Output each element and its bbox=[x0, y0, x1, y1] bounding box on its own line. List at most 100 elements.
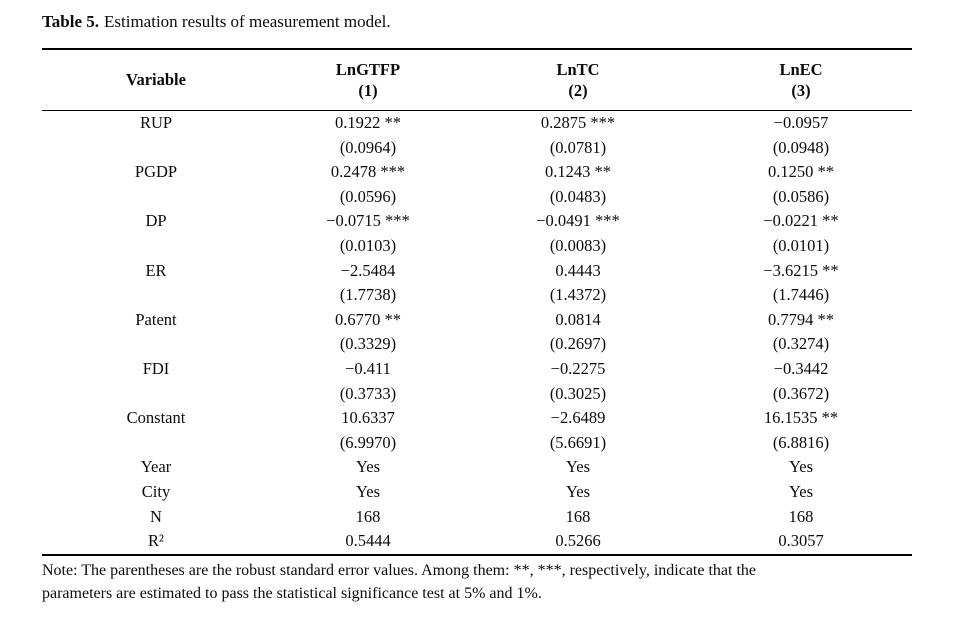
value-cell: 0.0814 bbox=[555, 309, 601, 329]
value-cell: (1.4372) bbox=[549, 285, 607, 305]
table-row: RUP 0.1922 ** 0.2875 *** −0.0957 bbox=[42, 111, 912, 136]
value-cell: Yes bbox=[788, 481, 813, 501]
table-row: FDI −0.411 −0.2275 −0.3442 bbox=[42, 357, 912, 382]
column-header-name: LnEC bbox=[779, 60, 823, 79]
table-note-line1: Note: The parentheses are the robust sta… bbox=[42, 562, 756, 579]
column-header-number: (3) bbox=[791, 81, 811, 100]
column-header-number: (1) bbox=[358, 81, 378, 100]
value-cell: (6.8816) bbox=[772, 432, 830, 452]
variable-cell bbox=[42, 136, 270, 161]
value-cell: (0.0596) bbox=[339, 186, 397, 206]
value-cell: (0.3733) bbox=[339, 383, 397, 403]
variable-cell: N bbox=[150, 506, 162, 526]
value-cell: −2.6489 bbox=[550, 408, 606, 428]
value-cell: 0.1922 ** bbox=[335, 113, 401, 132]
value-cell: 168 bbox=[788, 506, 814, 526]
table-row: PGDP 0.2478 *** 0.1243 ** 0.1250 ** bbox=[42, 160, 912, 185]
variable-cell: Year bbox=[140, 457, 172, 477]
value-cell: −0.3442 bbox=[773, 358, 829, 378]
value-cell: (0.3329) bbox=[339, 334, 397, 354]
value-cell: 16.1535 ** bbox=[763, 408, 839, 428]
variable-cell bbox=[42, 185, 270, 210]
value-cell: 0.7794 ** bbox=[768, 309, 834, 329]
value-cell: −2.5484 bbox=[340, 260, 396, 280]
value-cell: −0.411 bbox=[345, 358, 391, 378]
value-cell: −3.6215 ** bbox=[763, 260, 839, 280]
value-cell: Yes bbox=[788, 457, 813, 477]
value-cell: −0.2275 bbox=[550, 358, 606, 378]
results-table: Variable LnGTFP (1) LnTC (2) LnEC (3) bbox=[42, 48, 912, 556]
variable-cell: R² bbox=[148, 531, 164, 551]
value-cell: 168 bbox=[355, 506, 381, 526]
table-row: (0.0103) (0.0083) (0.0101) bbox=[42, 234, 912, 259]
variable-cell: City bbox=[141, 481, 171, 501]
value-cell: 0.5266 bbox=[555, 531, 601, 551]
table-row: DP −0.0715 *** −0.0491 *** −0.0221 ** bbox=[42, 209, 912, 234]
value-cell: 0.3057 bbox=[778, 531, 824, 551]
value-cell: (5.6691) bbox=[549, 432, 607, 452]
column-header-name: LnGTFP bbox=[335, 60, 401, 79]
table-row: Patent 0.6770 ** 0.0814 0.7794 ** bbox=[42, 308, 912, 333]
value-cell: (0.3274) bbox=[772, 334, 830, 354]
value-cell: 0.4443 bbox=[555, 260, 601, 280]
table-row: R² 0.5444 0.5266 0.3057 bbox=[42, 529, 912, 555]
table-note: Note: The parentheses are the robust sta… bbox=[42, 560, 942, 605]
value-cell: 0.6770 ** bbox=[335, 309, 401, 329]
value-cell: Yes bbox=[565, 457, 590, 477]
column-header-lntc: LnTC (2) bbox=[466, 49, 690, 111]
value-cell: −0.0715 *** bbox=[326, 211, 410, 231]
variable-cell: ER bbox=[145, 260, 167, 280]
value-cell: (0.0101) bbox=[772, 235, 830, 255]
column-header-name: LnTC bbox=[556, 60, 600, 79]
value-cell: (0.3672) bbox=[772, 383, 830, 403]
value-cell: −0.0491 *** bbox=[536, 211, 620, 231]
value-cell: −0.0957 bbox=[773, 113, 829, 132]
column-header-variable: Variable bbox=[42, 49, 270, 111]
variable-cell: Patent bbox=[135, 309, 177, 329]
value-cell: 0.2875 *** bbox=[540, 113, 616, 132]
variable-cell: FDI bbox=[142, 358, 170, 378]
value-cell: 0.2478 *** bbox=[330, 162, 406, 182]
table-row: City Yes Yes Yes bbox=[42, 480, 912, 505]
table-note-line2: parameters are estimated to pass the sta… bbox=[42, 584, 542, 602]
value-cell: (1.7738) bbox=[339, 285, 397, 305]
value-cell: (0.0103) bbox=[339, 235, 397, 255]
table-caption-label: Table 5. bbox=[42, 12, 100, 31]
value-cell: Yes bbox=[565, 481, 590, 501]
column-header-lngtfp: LnGTFP (1) bbox=[270, 49, 466, 111]
header-row: Variable LnGTFP (1) LnTC (2) LnEC (3) bbox=[42, 49, 912, 111]
table-body: RUP 0.1922 ** 0.2875 *** −0.0957 (0.0964… bbox=[42, 111, 912, 555]
table-row: (0.0596) (0.0483) (0.0586) bbox=[42, 185, 912, 210]
value-cell: Yes bbox=[355, 481, 380, 501]
value-cell: (0.0483) bbox=[549, 186, 607, 206]
value-cell: (0.0964) bbox=[339, 137, 397, 157]
value-cell: (0.0781) bbox=[549, 137, 607, 157]
value-cell: 168 bbox=[565, 506, 591, 526]
table-caption-text: Estimation results of measurement model. bbox=[104, 12, 391, 31]
table-row: Year Yes Yes Yes bbox=[42, 455, 912, 480]
column-header-lnec: LnEC (3) bbox=[690, 49, 912, 111]
table-row: (0.0964) (0.0781) (0.0948) bbox=[42, 136, 912, 161]
table-row: ER −2.5484 0.4443 −3.6215 ** bbox=[42, 259, 912, 284]
variable-cell bbox=[42, 283, 270, 308]
value-cell: 10.6337 bbox=[341, 408, 395, 428]
column-header-number: (2) bbox=[568, 81, 588, 100]
value-cell: Yes bbox=[355, 457, 380, 477]
variable-cell bbox=[42, 332, 270, 357]
value-cell: −0.0221 ** bbox=[763, 211, 839, 231]
table-row: (6.9970) (5.6691) (6.8816) bbox=[42, 431, 912, 456]
value-cell: (0.3025) bbox=[549, 383, 607, 403]
value-cell: 0.5444 bbox=[345, 531, 391, 551]
value-cell: 0.1243 ** bbox=[545, 162, 611, 182]
table-caption: Table 5. Estimation results of measuremen… bbox=[42, 12, 391, 32]
table-row: (1.7738) (1.4372) (1.7446) bbox=[42, 283, 912, 308]
variable-cell: Constant bbox=[126, 408, 186, 428]
variable-cell bbox=[42, 234, 270, 259]
variable-cell: RUP bbox=[139, 113, 173, 132]
table-row: (0.3733) (0.3025) (0.3672) bbox=[42, 382, 912, 407]
value-cell: (0.0948) bbox=[772, 137, 830, 157]
value-cell: (0.2697) bbox=[549, 334, 607, 354]
table-row: Constant 10.6337 −2.6489 16.1535 ** bbox=[42, 406, 912, 431]
variable-cell bbox=[42, 382, 270, 407]
